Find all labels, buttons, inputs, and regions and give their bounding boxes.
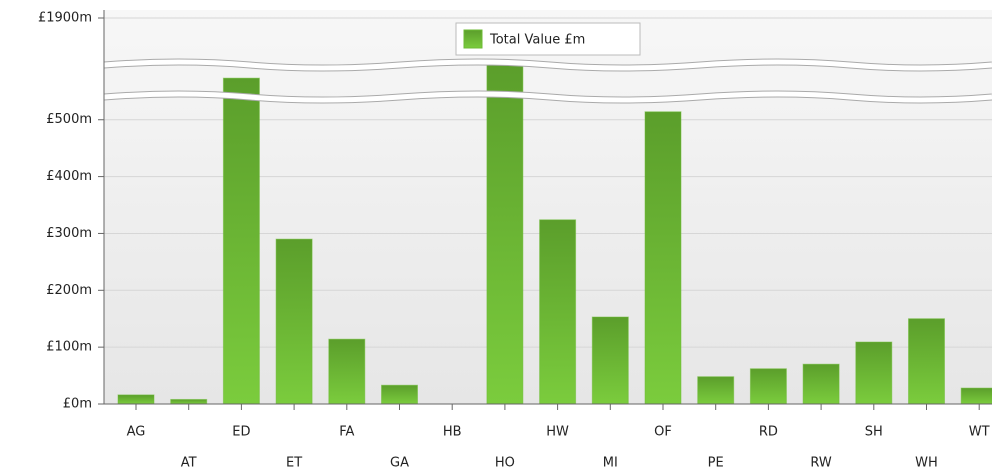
x-tick-label: MI — [603, 456, 618, 471]
x-tick-label: WT — [969, 425, 990, 440]
bar — [328, 338, 366, 405]
axis-break — [103, 59, 992, 71]
bar — [486, 63, 524, 405]
bar — [802, 363, 840, 405]
legend: Total Value £m — [455, 22, 641, 56]
bar — [222, 77, 260, 405]
x-tick-label: SH — [865, 425, 883, 440]
y-tick-label: £0m — [63, 397, 92, 412]
x-tick-label: HW — [546, 425, 569, 440]
axis-break — [103, 91, 992, 103]
bar — [381, 384, 418, 405]
bar — [697, 376, 735, 405]
bar — [960, 387, 992, 405]
x-tick-label: AG — [127, 425, 146, 440]
bar — [117, 394, 155, 405]
x-tick-label: GA — [390, 456, 409, 471]
legend-swatch — [463, 29, 483, 49]
x-tick-label: RW — [810, 456, 832, 471]
y-tick-label: £100m — [46, 340, 92, 355]
x-tick-label: WH — [915, 456, 938, 471]
bar — [591, 316, 629, 405]
x-tick-label: RD — [759, 425, 778, 440]
x-tick-label: ED — [232, 425, 250, 440]
legend-box — [455, 22, 641, 56]
x-tick-label: HB — [443, 425, 462, 440]
x-tick-label: OF — [654, 425, 672, 440]
y-tick-label: £300m — [46, 226, 92, 241]
legend-label: Total Value £m — [489, 33, 585, 48]
y-tick-label: £500m — [46, 112, 92, 127]
bar — [749, 368, 787, 405]
y-tick-label: £200m — [46, 283, 92, 298]
x-tick-label: ET — [286, 456, 302, 471]
bar — [539, 219, 577, 405]
x-tick-label: HO — [495, 456, 515, 471]
y-tick-label: £1900m — [38, 11, 92, 26]
bar — [644, 111, 682, 405]
x-tick-label: FA — [339, 425, 354, 440]
bar — [170, 398, 208, 405]
y-tick-label: £400m — [46, 169, 92, 184]
x-tick-label: PE — [708, 456, 724, 471]
bar — [275, 238, 313, 405]
x-tick-label: AT — [181, 456, 197, 471]
bar — [855, 341, 893, 405]
bar — [908, 318, 945, 405]
